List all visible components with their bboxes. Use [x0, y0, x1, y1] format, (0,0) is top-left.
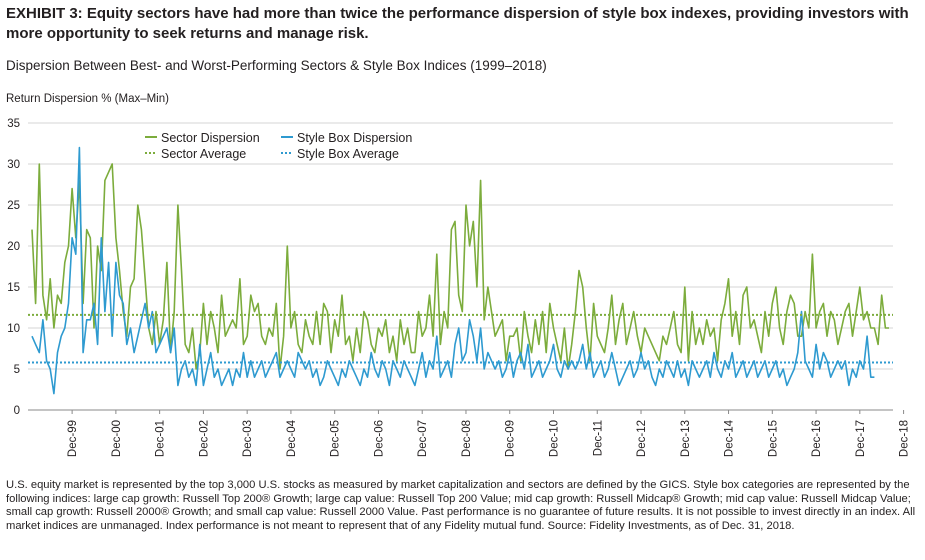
y-tick-label: 30 [7, 159, 20, 171]
legend-label-style-average: Style Box Average [297, 147, 399, 161]
y-axis-ticks: 0 5 10 15 20 25 30 35 [7, 118, 20, 417]
x-tick-label: Dec-04 [286, 419, 298, 457]
x-tick-label: Dec-00 [111, 420, 123, 457]
y-tick-label: 35 [7, 118, 20, 130]
y-axis-label: Return Dispersion % (Max–Min) [6, 93, 169, 105]
x-tick-label: Dec-05 [330, 420, 342, 457]
y-tick-label: 20 [7, 241, 20, 253]
x-tick-label: Dec-99 [67, 420, 79, 457]
x-tick-label: Dec-07 [417, 420, 429, 457]
legend-label-sector-average: Sector Average [161, 147, 246, 161]
y-tick-label: 10 [7, 323, 20, 335]
x-tick-label: Dec-18 [899, 420, 911, 457]
x-tick-label: Dec-17 [855, 420, 867, 457]
y-tick-label: 25 [7, 200, 20, 212]
chart-title: EXHIBIT 3: Equity sectors have had more … [6, 5, 909, 42]
y-tick-label: 0 [14, 405, 20, 417]
x-tick-label: Dec-11 [592, 420, 604, 456]
x-tick-label: Dec-10 [548, 420, 560, 457]
sector-dispersion-line [31, 163, 889, 370]
gridlines [28, 122, 893, 411]
footnote: U.S. equity market is represented by the… [6, 479, 916, 532]
legend: Sector Dispersion Style Box Dispersion S… [145, 131, 412, 161]
x-tick-label: Dec-12 [636, 420, 648, 457]
x-tick-label: Dec-15 [767, 420, 779, 457]
x-tick-label: Dec-01 [155, 420, 167, 457]
chart-subtitle: Dispersion Between Best- and Worst-Perfo… [6, 58, 547, 73]
x-tick-label: Dec-16 [811, 420, 823, 457]
legend-label-style-dispersion: Style Box Dispersion [297, 131, 412, 145]
series-lines [28, 146, 893, 395]
y-tick-label: 15 [7, 282, 20, 294]
legend-label-sector-dispersion: Sector Dispersion [161, 131, 260, 145]
x-tick-label: Dec-02 [198, 420, 210, 457]
x-tick-label: Dec-08 [461, 420, 473, 457]
y-tick-label: 5 [14, 364, 20, 376]
x-tick-label: Dec-06 [373, 420, 385, 457]
x-axis-ticks: Dec-99 Dec-00 Dec-01 Dec-02 Dec-03 Dec-04 Dec-… [67, 410, 911, 457]
x-tick-label: Dec-13 [680, 420, 692, 457]
style-box-dispersion-line [31, 146, 875, 395]
x-tick-label: Dec-09 [505, 420, 517, 457]
x-tick-label: Dec-03 [242, 420, 254, 457]
x-tick-label: Dec-14 [724, 419, 736, 457]
